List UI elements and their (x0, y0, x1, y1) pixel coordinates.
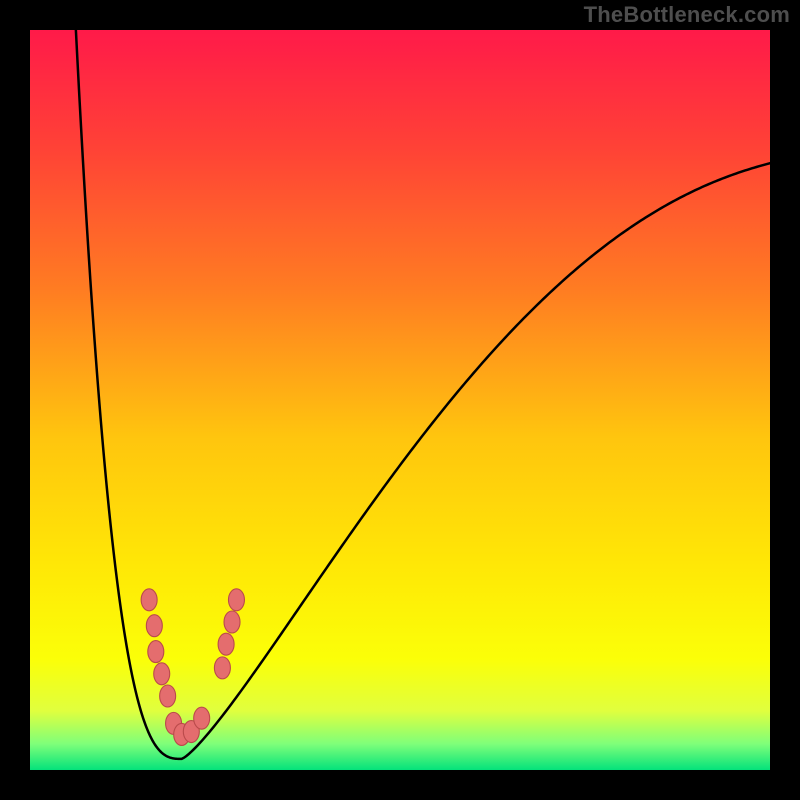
chart-background (30, 30, 770, 770)
data-marker (160, 685, 176, 707)
data-marker (154, 663, 170, 685)
data-marker (146, 615, 162, 637)
data-marker (228, 589, 244, 611)
data-marker (148, 641, 164, 663)
data-marker (218, 633, 234, 655)
chart-svg (30, 30, 770, 770)
chart-container: TheBottleneck.com (0, 0, 800, 800)
data-marker (141, 589, 157, 611)
plot-area (30, 30, 770, 770)
data-marker (224, 611, 240, 633)
data-marker (194, 707, 210, 729)
data-marker (214, 657, 230, 679)
watermark-text: TheBottleneck.com (584, 2, 790, 28)
